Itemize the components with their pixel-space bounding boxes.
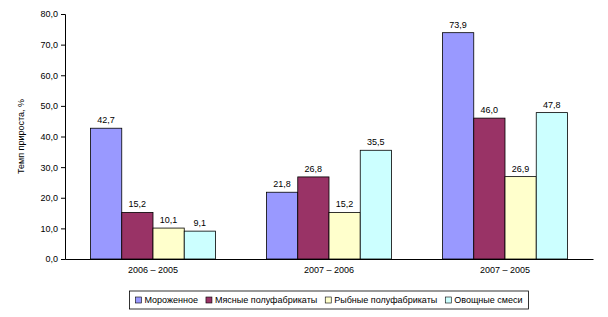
bar <box>91 128 122 259</box>
bar <box>443 33 474 259</box>
y-tick-label: 30,0 <box>40 163 58 173</box>
bar <box>184 231 215 259</box>
x-tick: 2007 – 2006 <box>304 265 354 275</box>
y-axis: 0,0 10,0 20,0 30,0 40,0 50,0 60,0 70,0 80,0 <box>40 9 65 264</box>
y-tick: 60,0 <box>40 71 65 81</box>
bar <box>360 150 391 259</box>
data-label: 26,9 <box>512 164 530 174</box>
bar <box>122 212 153 259</box>
data-label: 21,8 <box>273 179 291 189</box>
x-axis-line <box>66 259 594 260</box>
y-tick-label: 20,0 <box>40 193 58 203</box>
legend-label: Овощные смеси <box>454 295 522 305</box>
y-tick: 30,0 <box>40 163 65 173</box>
bar <box>329 212 360 259</box>
chart-container: 42,7 21,8 73,9 15,2 26,8 46,0 10,1 15,2 26,9 9,1 3… <box>0 0 608 317</box>
legend-swatch <box>206 297 212 303</box>
x-tick-label: 2006 – 2005 <box>128 265 178 275</box>
data-label: 35,5 <box>367 137 385 147</box>
bar <box>267 192 298 259</box>
y-tick-label: 0,0 <box>45 254 58 264</box>
legend-label: Мороженное <box>144 295 198 305</box>
y-tick: 70,0 <box>40 40 65 50</box>
data-label: 46,0 <box>481 105 499 115</box>
legend: Мороженное Мясные полуфабрикаты Рыбные пол… <box>129 291 528 309</box>
y-tick-label: 40,0 <box>40 132 58 142</box>
y-tick-mark <box>61 198 65 199</box>
y-tick-mark <box>61 75 65 76</box>
legend-label: Рыбные полуфабрикаты <box>334 295 437 305</box>
x-tick-label: 2007 – 2005 <box>480 265 530 275</box>
y-axis-line <box>61 15 66 260</box>
legend-swatch <box>135 297 141 303</box>
legend-swatch <box>325 297 331 303</box>
chart-svg: 42,7 21,8 73,9 15,2 26,8 46,0 10,1 15,2 26,9 9,1 3… <box>0 0 608 317</box>
y-tick-label: 10,0 <box>40 224 58 234</box>
data-label: 47,8 <box>543 100 561 110</box>
y-tick-mark <box>61 259 65 260</box>
bar <box>298 177 329 259</box>
y-tick: 20,0 <box>40 193 65 203</box>
y-tick-mark <box>61 228 65 229</box>
y-tick: 50,0 <box>40 101 65 111</box>
x-axis: 2006 – 2005 2007 – 2006 2007 – 2005 <box>66 260 594 275</box>
bar <box>505 177 536 259</box>
y-tick-mark <box>61 137 65 138</box>
plot-area: 42,7 21,8 73,9 15,2 26,8 46,0 10,1 15,2 26,9 9,1 3… <box>40 9 593 274</box>
bar <box>536 113 567 259</box>
y-axis-title: Темп прироста, % <box>16 99 26 174</box>
bars <box>91 33 568 259</box>
y-tick: 40,0 <box>40 132 65 142</box>
x-tick-label: 2007 – 2006 <box>304 265 354 275</box>
y-tick: 0,0 <box>45 254 65 264</box>
y-tick-mark <box>61 45 65 46</box>
data-labels: 42,7 21,8 73,9 15,2 26,8 46,0 10,1 15,2 26,9 9,1 3… <box>97 20 560 228</box>
y-tick: 10,0 <box>40 224 65 234</box>
y-tick-mark <box>61 14 65 15</box>
y-tick-label: 80,0 <box>40 9 58 19</box>
bar <box>474 118 505 259</box>
data-label: 26,8 <box>305 164 323 174</box>
bar <box>153 228 184 259</box>
data-label: 15,2 <box>336 199 354 209</box>
legend-box <box>129 291 528 309</box>
data-label: 9,1 <box>194 218 207 228</box>
legend-label: Мясные полуфабрикаты <box>215 295 317 305</box>
data-label: 42,7 <box>97 115 115 125</box>
y-tick-label: 70,0 <box>40 40 58 50</box>
y-tick: 80,0 <box>40 9 65 19</box>
data-label: 73,9 <box>449 20 467 30</box>
y-tick-label: 50,0 <box>40 101 58 111</box>
y-tick-mark <box>61 106 65 107</box>
legend-swatch <box>445 297 451 303</box>
y-tick-mark <box>61 167 65 168</box>
y-tick-label: 60,0 <box>40 71 58 81</box>
data-label: 10,1 <box>160 215 178 225</box>
x-tick: 2006 – 2005 <box>128 265 178 275</box>
x-tick: 2007 – 2005 <box>480 265 530 275</box>
data-label: 15,2 <box>129 199 147 209</box>
